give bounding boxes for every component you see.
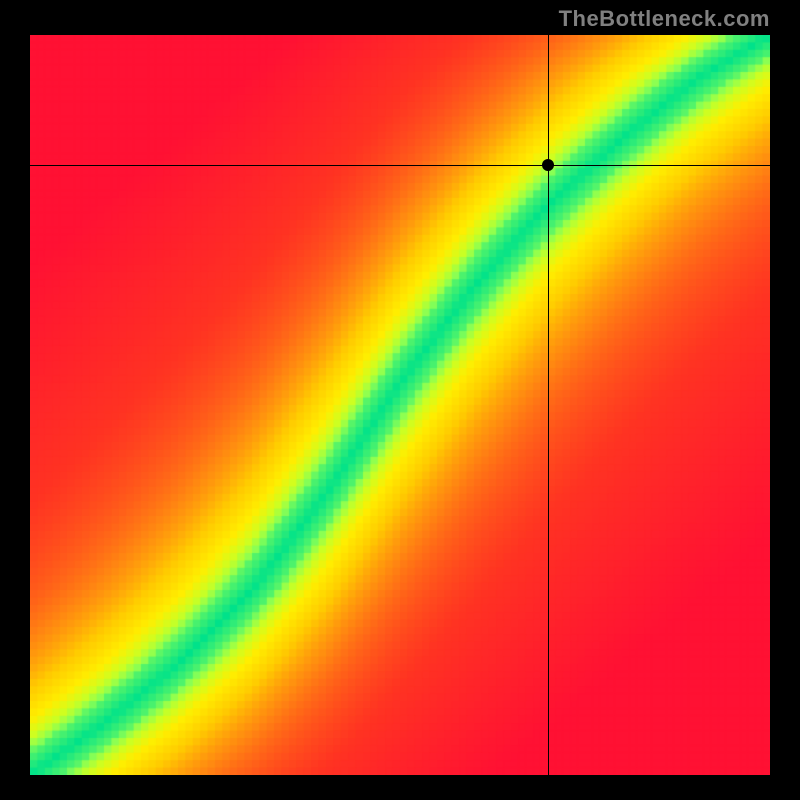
heatmap-plot	[30, 35, 770, 775]
heatmap-canvas	[30, 35, 770, 775]
watermark-text: TheBottleneck.com	[559, 6, 770, 32]
crosshair-horizontal	[30, 165, 770, 166]
crosshair-vertical	[548, 35, 549, 775]
crosshair-marker	[542, 159, 554, 171]
